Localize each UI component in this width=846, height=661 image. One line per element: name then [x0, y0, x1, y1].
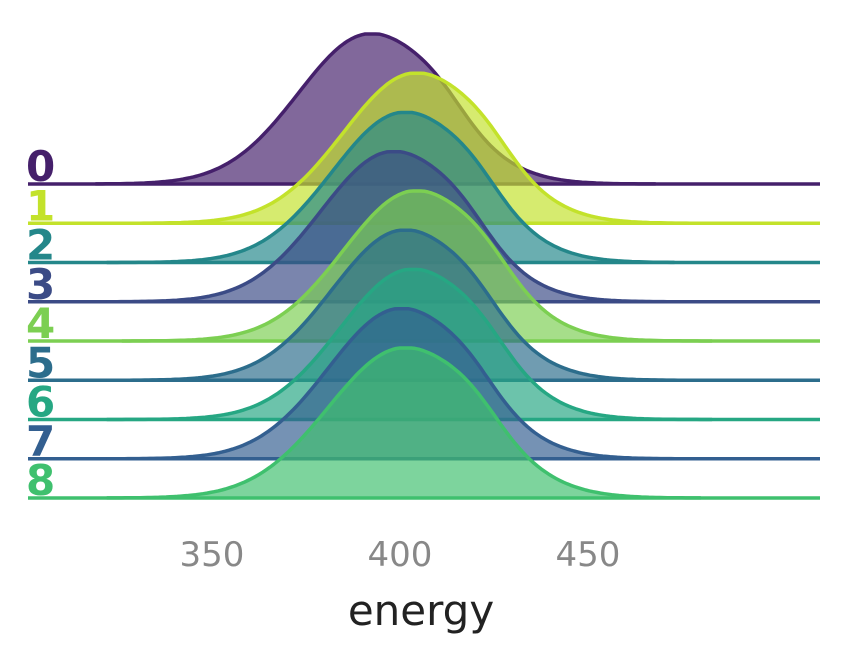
row-label-5: 5 — [26, 338, 55, 387]
row-label-7: 7 — [26, 417, 55, 466]
x-tick-label: 350 — [180, 535, 245, 575]
x-axis: 350 400 450 — [180, 535, 621, 575]
ridge-outline-3 — [106, 150, 668, 304]
row-label-1: 1 — [26, 181, 55, 230]
ridge-outline-5 — [106, 228, 716, 382]
row-label-0: 0 — [26, 142, 55, 191]
ridge-outline-1 — [129, 71, 720, 225]
ridge-area-8 — [106, 348, 701, 498]
row-label-2: 2 — [26, 221, 55, 270]
ridge-outline-0 — [95, 32, 656, 186]
row-label-6: 6 — [26, 378, 55, 427]
ridge-outline-2 — [106, 110, 675, 265]
ridge-outline-4 — [121, 189, 713, 343]
x-axis-title: energy — [348, 586, 494, 635]
ridges — [28, 32, 820, 500]
ridge-outline-6 — [106, 267, 713, 422]
ridge-outline-7 — [106, 307, 682, 461]
ridge-outline-8 — [106, 346, 701, 500]
row-label-8: 8 — [26, 456, 55, 505]
row-label-4: 4 — [26, 299, 55, 348]
x-tick-label: 450 — [556, 535, 621, 575]
x-tick-label: 400 — [368, 535, 433, 575]
row-label-3: 3 — [26, 260, 55, 309]
